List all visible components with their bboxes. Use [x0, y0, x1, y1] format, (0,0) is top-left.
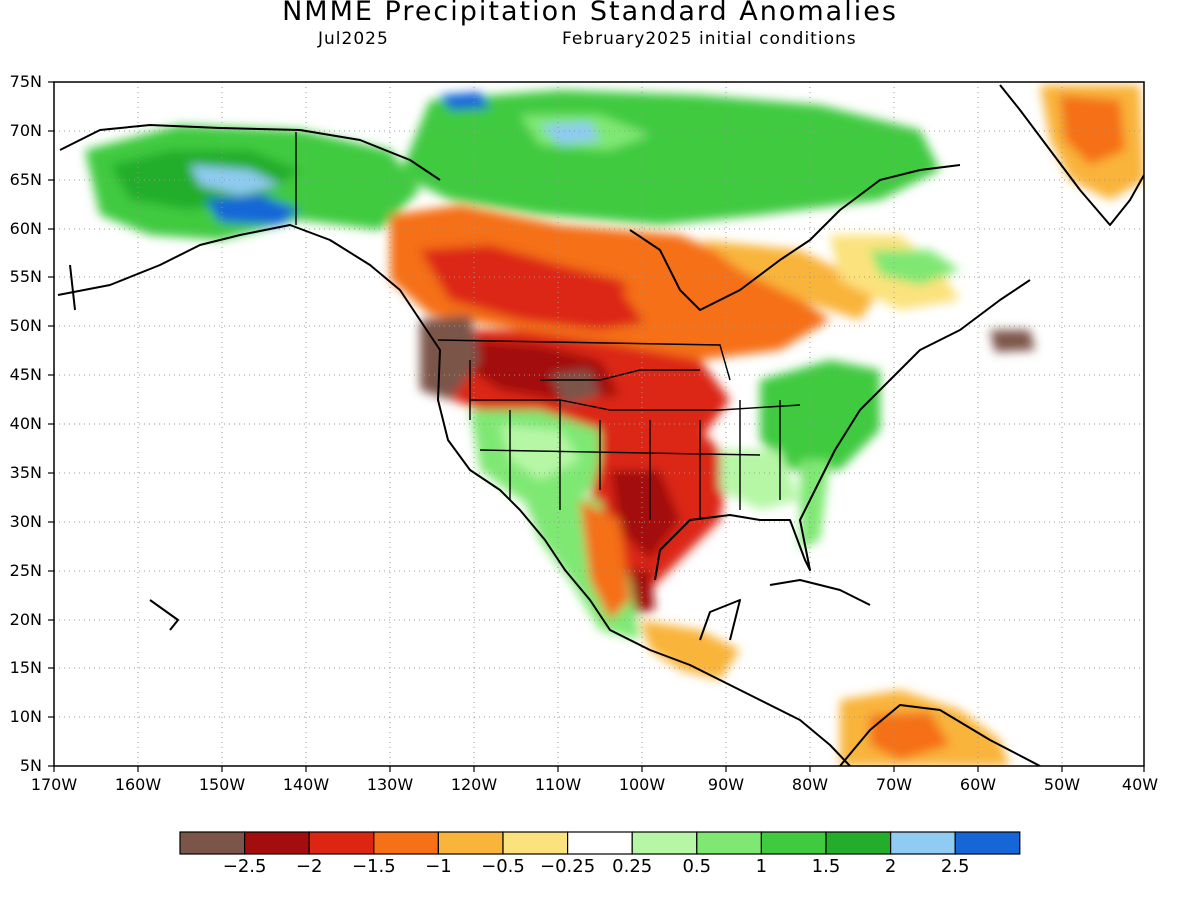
- colorbar-swatch: [566, 831, 633, 855]
- anomaly-field: [54, 82, 1144, 766]
- colorbar-swatch: [631, 831, 698, 855]
- lat-tick-label: 55N: [9, 267, 42, 286]
- colorbar-swatch: [760, 831, 827, 855]
- colorbar-label: 0.5: [682, 856, 712, 877]
- lat-tick-label: 5N: [19, 756, 42, 775]
- lon-tick-label: 140W: [282, 775, 330, 794]
- state-borders: [295, 132, 801, 520]
- colorbar-label: −0.5: [481, 856, 525, 877]
- colorbar-label: 2.5: [940, 856, 970, 877]
- colorbar-swatch: [696, 831, 762, 855]
- lon-tick-label: 90W: [707, 775, 745, 794]
- colorbar-label: 1.5: [811, 856, 841, 877]
- lat-tick-label: 35N: [9, 463, 42, 482]
- lon-tick-label: 150W: [198, 775, 246, 794]
- lat-tick-label: 15N: [9, 658, 42, 677]
- lon-tick-label: 120W: [450, 775, 498, 794]
- lon-tick-label: 110W: [534, 775, 582, 794]
- lon-tick-label: 170W: [30, 775, 78, 794]
- colorbar-label: −2.5: [222, 856, 267, 877]
- colorbar-swatch: [889, 831, 956, 855]
- colorbar-swatch: [373, 831, 439, 855]
- colorbar-label: 0.25: [612, 856, 653, 877]
- lat-tick-label: 30N: [9, 512, 42, 531]
- colorbar-label: −1: [425, 856, 452, 877]
- map-title: NMME Precipitation Standard Anomalies: [282, 0, 898, 27]
- colorbar-swatch: [825, 831, 892, 855]
- colorbar-swatch: [437, 831, 504, 855]
- colorbar-swatch: [179, 831, 246, 855]
- colorbar-swatch: [244, 831, 310, 855]
- lat-tick-label: 10N: [9, 707, 42, 726]
- colorbar-swatch: [308, 831, 375, 855]
- lat-tick-label: 50N: [9, 316, 42, 335]
- lon-tick-label: 80W: [791, 775, 829, 794]
- lat-tick-label: 70N: [9, 121, 42, 140]
- lon-tick-label: 160W: [114, 775, 162, 794]
- colorbar-label: 1: [755, 856, 768, 877]
- lon-tick-label: 50W: [1043, 775, 1081, 794]
- colorbar-label: 2: [884, 856, 897, 877]
- colorbar-label: −1.5: [351, 856, 396, 877]
- lon-tick-label: 130W: [366, 775, 414, 794]
- target-month-label: Jul2025: [318, 29, 389, 49]
- coastlines: [57, 84, 1144, 766]
- lat-tick-label: 20N: [9, 610, 42, 629]
- lat-tick-label: 65N: [9, 170, 42, 189]
- lon-tick-label: 40W: [1121, 775, 1159, 794]
- colorbar-label: −0.25: [540, 856, 596, 877]
- lat-tick-label: 40N: [9, 414, 42, 433]
- lon-tick-label: 70W: [875, 775, 913, 794]
- lon-tick-label: 100W: [618, 775, 666, 794]
- colorbar-swatch: [502, 831, 569, 855]
- lat-tick-label: 25N: [9, 561, 42, 580]
- lon-tick-label: 60W: [959, 775, 997, 794]
- lat-tick-label: 60N: [9, 219, 42, 238]
- colorbar-swatch: [954, 831, 1021, 855]
- colorbar-label: −2: [295, 856, 323, 877]
- lat-tick-label: 75N: [9, 72, 42, 91]
- initial-conditions-label: February2025 initial conditions: [562, 29, 857, 49]
- colorbar: [179, 831, 1021, 855]
- lat-tick-label: 45N: [9, 365, 42, 384]
